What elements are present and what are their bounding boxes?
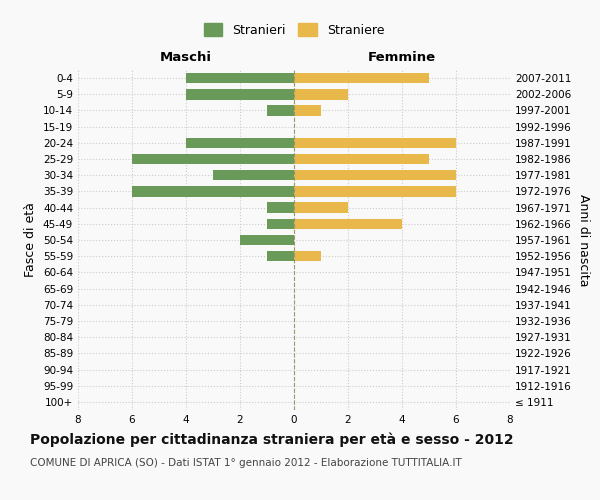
Y-axis label: Anni di nascita: Anni di nascita [577,194,590,286]
Text: COMUNE DI APRICA (SO) - Dati ISTAT 1° gennaio 2012 - Elaborazione TUTTITALIA.IT: COMUNE DI APRICA (SO) - Dati ISTAT 1° ge… [30,458,462,468]
Bar [186,73,294,84]
Bar [294,105,321,116]
Bar [294,202,348,213]
Bar [294,89,348,100]
Bar [186,138,294,148]
Bar [294,154,429,164]
Legend: Stranieri, Straniere: Stranieri, Straniere [199,18,389,42]
Text: Popolazione per cittadinanza straniera per età e sesso - 2012: Popolazione per cittadinanza straniera p… [30,432,514,447]
Bar [267,202,294,213]
Bar [294,218,402,229]
Bar [132,154,294,164]
Bar [294,73,429,84]
Bar [132,186,294,196]
Text: Femmine: Femmine [368,52,436,64]
Bar [294,251,321,262]
Bar [294,138,456,148]
Bar [213,170,294,180]
Bar [186,89,294,100]
Text: Maschi: Maschi [160,52,212,64]
Bar [267,105,294,116]
Bar [267,218,294,229]
Y-axis label: Fasce di età: Fasce di età [25,202,37,278]
Bar [294,186,456,196]
Bar [240,234,294,246]
Bar [267,251,294,262]
Bar [294,170,456,180]
